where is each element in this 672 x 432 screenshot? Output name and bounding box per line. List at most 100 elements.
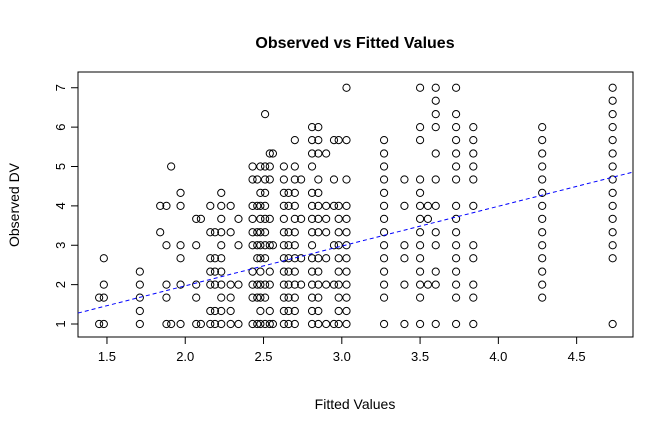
reference-line	[77, 171, 634, 314]
data-point	[290, 306, 299, 316]
data-point	[256, 293, 265, 302]
data-point	[342, 254, 351, 263]
data-point	[253, 201, 262, 210]
data-point	[260, 280, 270, 289]
data-point	[256, 306, 265, 316]
data-point	[296, 254, 306, 263]
data-point	[135, 267, 144, 276]
data-point	[469, 280, 478, 289]
data-point	[415, 241, 425, 250]
data-point	[248, 241, 257, 250]
data-point	[451, 162, 461, 171]
data-point	[279, 293, 288, 302]
data-point	[329, 175, 339, 184]
data-point	[176, 201, 185, 210]
data-point	[307, 254, 317, 263]
data-point	[469, 201, 478, 210]
data-point	[307, 188, 317, 197]
data-point	[400, 280, 409, 289]
data-point	[538, 214, 547, 223]
data-point	[217, 214, 226, 223]
x-tick-label: 3.5	[411, 349, 429, 364]
y-axis: 1 2 3 4 5 6 7	[53, 84, 79, 328]
data-point	[431, 83, 440, 92]
data-point	[415, 319, 425, 329]
data-point	[379, 293, 389, 302]
data-point	[176, 188, 185, 197]
data-point	[307, 293, 317, 302]
data-point	[176, 254, 185, 263]
data-point	[290, 254, 299, 263]
x-tick-label: 2.5	[254, 349, 272, 364]
data-point	[334, 241, 343, 250]
data-point	[217, 241, 226, 250]
data-point	[253, 280, 262, 289]
data-point	[260, 201, 270, 210]
data-point	[451, 149, 461, 158]
data-point	[415, 214, 425, 223]
data-point	[538, 149, 547, 158]
data-point	[314, 267, 323, 276]
data-point	[608, 96, 617, 105]
data-point	[290, 214, 299, 223]
data-point	[608, 214, 617, 223]
data-point	[334, 306, 343, 316]
x-axis: 1.5 2.0 2.5 3.0 3.5 4.0 4.5	[98, 336, 586, 364]
data-point	[265, 267, 274, 276]
data-point	[256, 228, 265, 237]
data-point	[253, 175, 262, 184]
data-point	[329, 241, 339, 250]
data-point	[265, 319, 274, 329]
data-point	[167, 319, 176, 329]
data-point	[290, 162, 299, 171]
data-point	[379, 228, 389, 237]
data-point	[226, 201, 235, 210]
data-point	[260, 110, 270, 119]
data-point	[431, 149, 440, 158]
data-point	[307, 280, 317, 289]
data-point	[284, 293, 293, 302]
data-point	[608, 123, 617, 132]
data-point	[608, 149, 617, 158]
data-point	[400, 175, 409, 184]
data-point	[256, 241, 265, 250]
x-tick-label: 4.0	[489, 349, 507, 364]
data-point	[431, 123, 440, 132]
data-point	[95, 319, 104, 329]
data-point	[217, 188, 226, 197]
data-point	[451, 214, 461, 223]
data-point	[342, 175, 351, 184]
data-point	[608, 188, 617, 197]
data-point	[290, 201, 299, 210]
data-point	[314, 280, 323, 289]
y-tick-label: 1	[53, 320, 68, 327]
data-point	[279, 254, 288, 263]
data-point	[248, 214, 257, 223]
data-point	[265, 162, 274, 171]
data-point	[265, 175, 274, 184]
data-point	[260, 319, 270, 329]
data-point	[253, 319, 262, 329]
data-point	[423, 201, 433, 210]
data-point	[135, 280, 144, 289]
data-point	[538, 175, 547, 184]
data-point	[296, 214, 306, 223]
data-point	[415, 254, 425, 263]
data-point	[451, 319, 461, 329]
data-point	[226, 280, 235, 289]
data-point	[217, 319, 226, 329]
data-point	[415, 175, 425, 184]
data-point	[284, 188, 293, 197]
data-point	[334, 201, 343, 210]
data-point	[538, 241, 547, 250]
data-point	[253, 241, 262, 250]
data-point	[192, 319, 201, 329]
data-point	[284, 254, 293, 263]
data-point	[265, 241, 274, 250]
data-point	[538, 267, 547, 276]
data-point	[415, 280, 425, 289]
y-tick-label: 7	[53, 84, 68, 91]
data-point	[99, 280, 108, 289]
data-point	[217, 306, 226, 316]
data-point	[253, 293, 262, 302]
